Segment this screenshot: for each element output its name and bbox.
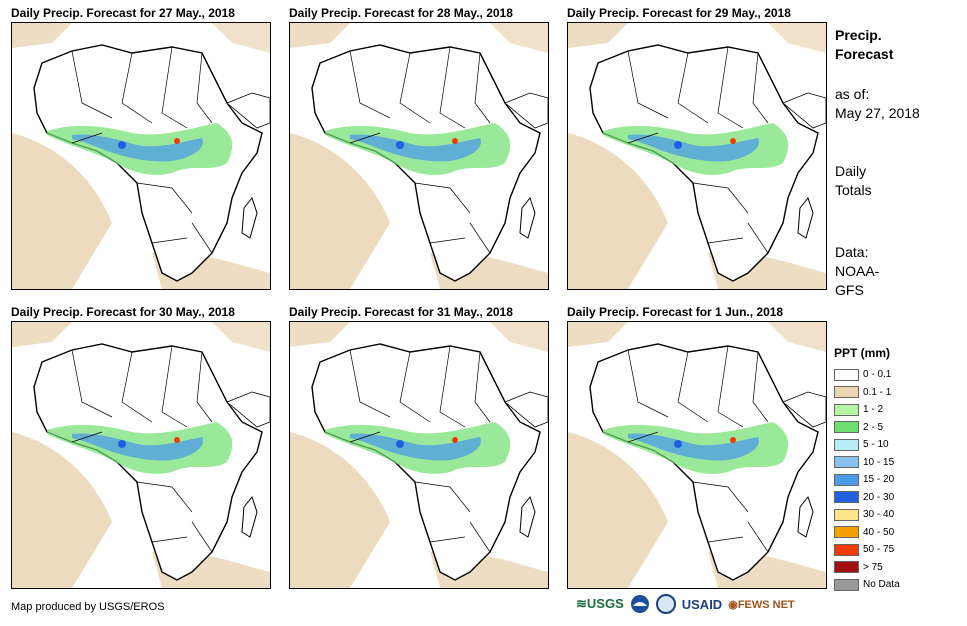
- legend-swatch: [834, 491, 859, 504]
- totals-line1: Daily: [835, 163, 867, 179]
- usaid-logo: USAID: [681, 596, 723, 612]
- asof-date: May 27, 2018: [835, 105, 920, 121]
- legend-label: 2 - 5: [863, 421, 884, 433]
- legend-label: 0.1 - 1: [863, 386, 892, 398]
- seal-logo-icon: [655, 594, 676, 614]
- legend-swatch: [834, 386, 859, 399]
- legend-swatch: [834, 473, 859, 486]
- legend-label: 5 - 10: [863, 439, 889, 451]
- legend-swatch: [834, 561, 859, 574]
- panel-title: Daily Precip. Forecast for 1 Jun., 2018: [567, 305, 784, 319]
- panel-title: Daily Precip. Forecast for 29 May., 2018: [567, 6, 791, 20]
- legend-item: > 75: [834, 559, 900, 577]
- totals-line2: Totals: [835, 182, 872, 198]
- legend-swatch: [834, 368, 859, 381]
- panel-title: Daily Precip. Forecast for 28 May., 2018: [289, 6, 513, 20]
- legend-item: 1 - 2: [834, 401, 900, 419]
- legend-label: 15 - 20: [863, 474, 895, 486]
- legend: PPT (mm) 0 - 0.1 0.1 - 1 1 - 2 2 - 5 5 - 10 1…: [834, 346, 900, 594]
- credit-text: Map produced by USGS/EROS: [11, 601, 165, 613]
- usgs-logo: ≋USGS: [576, 596, 624, 611]
- legend-swatch: [834, 421, 859, 434]
- legend-swatch: [834, 438, 859, 451]
- legend-item: No Data: [834, 576, 900, 594]
- asof-label: as of:: [835, 86, 870, 102]
- side-title: Precip. Forecast: [835, 26, 893, 64]
- legend-label: > 75: [863, 561, 883, 573]
- legend-rows: 0 - 0.1 0.1 - 1 1 - 2 2 - 5 5 - 10 10 - 15 15 …: [834, 366, 900, 594]
- data-line1: Data:: [835, 244, 869, 260]
- fewsnet-logo: ◉FEWS NET: [728, 598, 795, 611]
- legend-title: PPT (mm): [834, 346, 891, 360]
- legend-item: 30 - 40: [834, 506, 900, 524]
- legend-swatch: [834, 508, 859, 521]
- legend-item: 15 - 20: [834, 471, 900, 489]
- panel-title: Daily Precip. Forecast for 30 May., 2018: [11, 305, 235, 319]
- legend-swatch: [834, 456, 859, 469]
- legend-label: 50 - 75: [863, 544, 895, 556]
- side-title-line2: Forecast: [835, 46, 894, 62]
- precip-map: [289, 22, 549, 290]
- legend-item: 5 - 10: [834, 436, 900, 454]
- legend-label: 30 - 40: [863, 509, 895, 521]
- legend-item: 40 - 50: [834, 524, 900, 542]
- fewsnet-globe-icon: ◉: [728, 598, 738, 611]
- side-asof: as of: May 27, 2018: [835, 85, 920, 123]
- precip-map: [567, 321, 827, 589]
- legend-label: 0 - 0.1: [863, 369, 892, 381]
- legend-swatch: [834, 543, 859, 556]
- precip-map: [289, 321, 549, 589]
- panel-title: Daily Precip. Forecast for 31 May., 2018: [289, 305, 513, 319]
- panel-title: Daily Precip. Forecast for 27 May., 2018: [11, 6, 235, 20]
- legend-item: 10 - 15: [834, 454, 900, 472]
- legend-label: 10 - 15: [863, 456, 895, 468]
- legend-item: 50 - 75: [834, 541, 900, 559]
- side-totals: Daily Totals: [835, 162, 872, 200]
- legend-label: 1 - 2: [863, 404, 884, 416]
- data-line3: GFS: [835, 282, 864, 298]
- legend-item: 0 - 0.1: [834, 366, 900, 384]
- data-line2: NOAA-: [835, 263, 880, 279]
- precip-map: [567, 22, 827, 290]
- legend-swatch: [834, 526, 859, 539]
- precip-map: [11, 321, 271, 589]
- legend-label: 40 - 50: [863, 526, 895, 538]
- legend-item: 20 - 30: [834, 489, 900, 507]
- logo-bar: ≋USGS USAID ◉FEWS NET: [576, 594, 795, 614]
- side-data-source: Data: NOAA- GFS: [835, 243, 879, 300]
- legend-swatch: [834, 403, 859, 416]
- precip-map: [11, 22, 271, 290]
- legend-item: 0.1 - 1: [834, 384, 900, 402]
- side-title-line1: Precip.: [835, 27, 882, 43]
- legend-label: 20 - 30: [863, 491, 895, 503]
- legend-item: 2 - 5: [834, 419, 900, 437]
- usgs-wave-icon: ≋: [576, 596, 587, 611]
- legend-label: No Data: [863, 579, 900, 591]
- legend-swatch: [834, 578, 859, 591]
- noaa-logo-icon: [630, 595, 649, 613]
